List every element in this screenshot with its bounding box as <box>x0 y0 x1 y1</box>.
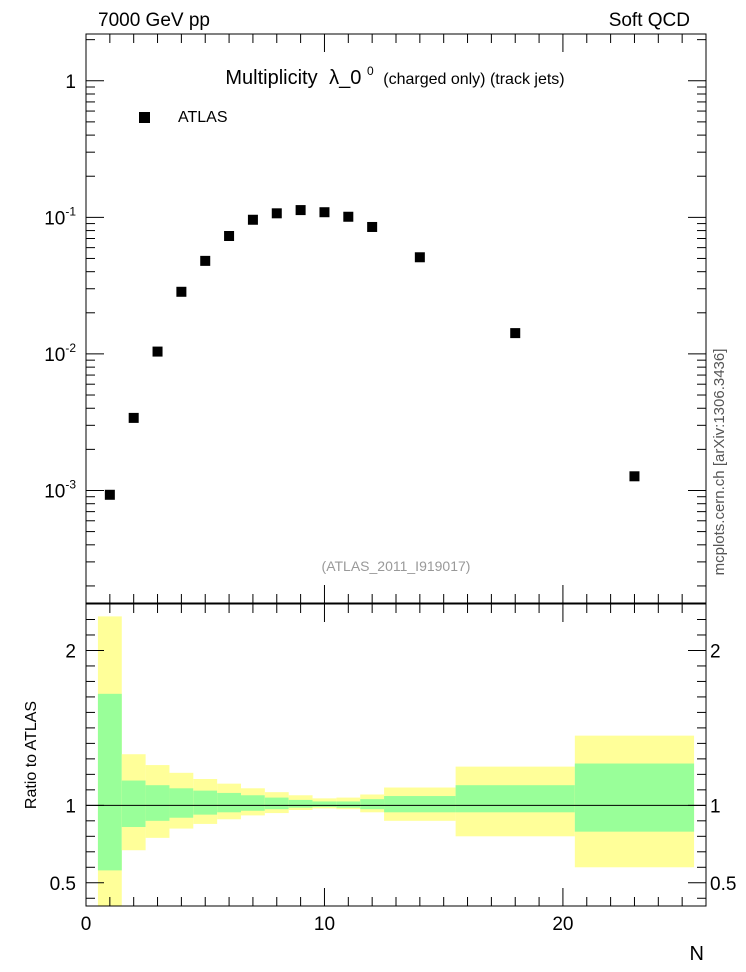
data-point <box>224 231 235 242</box>
data-point <box>319 207 330 218</box>
side-label: mcplots.cern.ch [arXiv:1306.3436] <box>711 349 728 576</box>
ratio-y-tick-labels-left: 0.5 1 2 <box>50 641 76 894</box>
data-point <box>414 252 425 263</box>
x-tick-label: 20 <box>552 914 573 935</box>
uncertainty-band-green <box>169 788 194 818</box>
data-point <box>128 412 139 423</box>
uncertainty-band-green <box>145 785 170 821</box>
ratio-y-tick-label: 2 <box>65 641 76 662</box>
top-x-ticks <box>85 34 683 603</box>
ratio-plot: 0.5 1 2 0.5 1 2 0 10 20 Ratio to ATLAS N <box>23 603 736 965</box>
ratio-y-tick-labels-right: 0.5 1 2 <box>710 641 736 894</box>
ratio-y-tick-label: 1 <box>65 796 76 817</box>
data-point <box>367 221 378 232</box>
uncertainty-band-green <box>360 799 385 810</box>
uncertainty-band-green <box>121 780 146 828</box>
uncertainty-band-green <box>336 801 361 808</box>
data-point <box>200 255 211 266</box>
ratio-ticks <box>85 604 706 906</box>
legend-label: ATLAS <box>178 109 228 126</box>
top-y-tick-labels: 10-3 10-2 10-1 1 <box>44 72 76 503</box>
data-point <box>247 214 258 225</box>
x-tick-labels: 0 10 20 <box>81 914 574 935</box>
data-point <box>152 346 163 357</box>
top-y-ticks <box>86 39 706 587</box>
analysis-watermark: (ATLAS_2011_I919017) <box>322 558 471 574</box>
uncertainty-band-green <box>288 799 313 808</box>
main-plot: Multiplicity λ_0 0 (charged only) (track… <box>44 33 707 604</box>
y-tick-label: 10-3 <box>44 477 76 502</box>
uncertainty-band-green <box>384 796 456 813</box>
uncertainty-band-green <box>97 693 122 871</box>
y-tick-label: 10-1 <box>44 204 76 229</box>
x-axis-label: N <box>690 943 704 965</box>
header-left: 7000 GeV pp <box>98 10 210 31</box>
legend-marker <box>139 112 150 123</box>
y-tick-label: 10-2 <box>44 341 76 366</box>
uncertainty-band-green <box>312 801 337 807</box>
data-point <box>271 208 282 219</box>
x-tick-label: 10 <box>314 914 335 935</box>
ratio-y-tick-label: 0.5 <box>50 874 76 895</box>
ratio-y-tick-label: 2 <box>710 641 721 662</box>
data-point <box>629 471 640 482</box>
data-point <box>510 328 521 339</box>
data-point <box>343 211 354 222</box>
y-tick-label: 1 <box>65 72 76 93</box>
x-tick-label: 0 <box>81 914 92 935</box>
atlas-data-points <box>104 205 640 500</box>
data-point <box>104 489 115 500</box>
header-right: Soft QCD <box>609 10 690 31</box>
data-point <box>295 205 306 216</box>
data-point <box>176 286 187 297</box>
ratio-y-axis-label: Ratio to ATLAS <box>23 701 40 809</box>
uncertainty-band-green <box>193 790 218 815</box>
ratio-y-tick-label: 1 <box>710 796 721 817</box>
uncertainty-band-green <box>455 785 575 813</box>
uncertainty-band-green <box>574 763 695 832</box>
uncertainty-band-green <box>217 792 241 813</box>
uncertainty-band-green <box>241 795 265 811</box>
uncertainty-band-green <box>264 797 289 810</box>
plot-title: Multiplicity λ_0 0 (charged only) (track… <box>225 58 564 89</box>
ratio-bands <box>97 616 695 906</box>
ratio-y-tick-label: 0.5 <box>710 874 736 895</box>
